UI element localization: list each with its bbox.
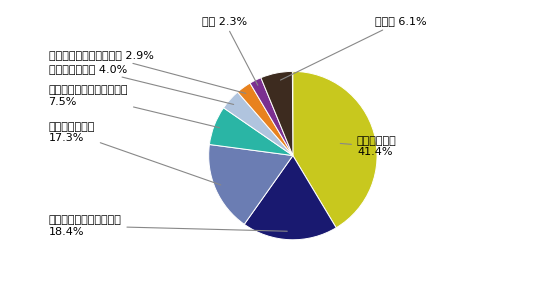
Text: その他 6.1%: その他 6.1% — [280, 16, 427, 80]
Text: 消費者サービス 4.0%: 消費者サービス 4.0% — [49, 64, 234, 104]
Wedge shape — [261, 71, 293, 156]
Text: 金融サービス
41.4%: 金融サービス 41.4% — [340, 136, 397, 157]
Wedge shape — [293, 71, 377, 228]
Wedge shape — [238, 83, 293, 156]
Wedge shape — [244, 156, 336, 240]
Text: ソフトウェア・サービス
18.4%: ソフトウェア・サービス 18.4% — [49, 215, 287, 237]
Text: 保険 2.3%: 保険 2.3% — [201, 16, 258, 85]
Wedge shape — [224, 92, 293, 156]
Wedge shape — [208, 144, 293, 224]
Text: 半導体・半導体製造装置 2.9%: 半導体・半導体製造装置 2.9% — [49, 50, 246, 93]
Text: 一般消費財・サービス流通
7.5%: 一般消費財・サービス流通 7.5% — [49, 85, 219, 128]
Text: メディア・娯楽
17.3%: メディア・娯楽 17.3% — [49, 122, 221, 185]
Wedge shape — [210, 108, 293, 156]
Wedge shape — [250, 78, 293, 156]
